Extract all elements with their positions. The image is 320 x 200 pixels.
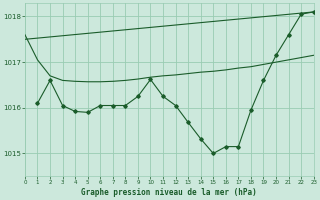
- X-axis label: Graphe pression niveau de la mer (hPa): Graphe pression niveau de la mer (hPa): [82, 188, 257, 197]
